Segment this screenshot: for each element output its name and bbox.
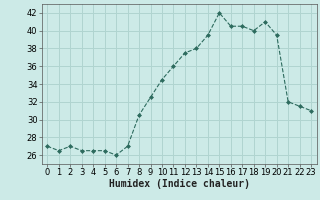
X-axis label: Humidex (Indice chaleur): Humidex (Indice chaleur) bbox=[109, 179, 250, 189]
